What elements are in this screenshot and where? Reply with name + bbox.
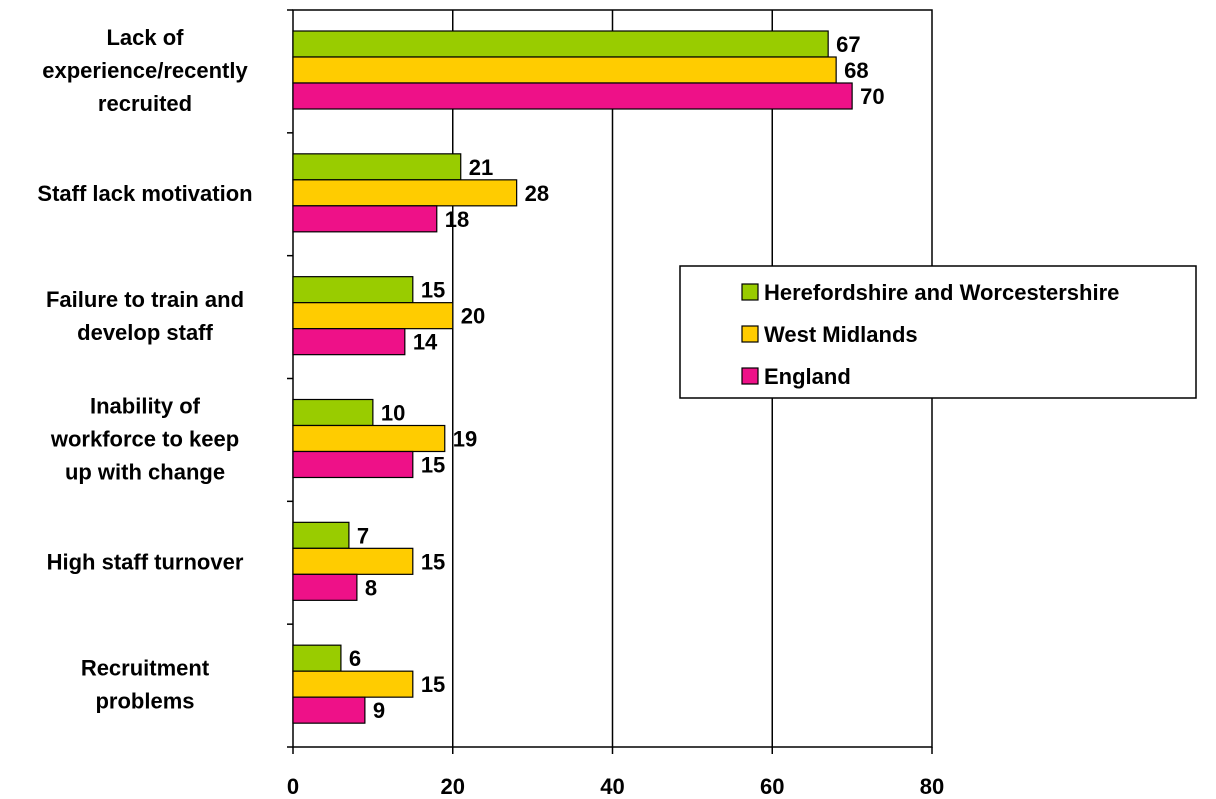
bar <box>292 547 414 575</box>
category-label-line: workforce to keep <box>50 427 239 452</box>
data-label: 15 <box>421 672 445 697</box>
category-label-line: Inability of <box>90 394 201 419</box>
data-label: 70 <box>860 84 884 109</box>
category-label-line: recruited <box>98 91 192 116</box>
bar <box>292 56 837 84</box>
bar <box>292 424 446 453</box>
legend-label: England <box>764 364 851 389</box>
legend-swatch <box>741 283 759 301</box>
data-label: 18 <box>445 207 469 232</box>
category-label: Recruitment problems <box>81 656 210 714</box>
bar <box>292 302 454 330</box>
data-label: 7 <box>357 523 369 548</box>
category-label: Inability of workforce to keep up with cha… <box>50 394 239 485</box>
category-label-line: Failure to train and <box>46 287 244 312</box>
x-tick-label: 20 <box>441 774 465 799</box>
legend-label: West Midlands <box>764 322 918 347</box>
bar <box>292 153 462 181</box>
bar <box>292 30 829 58</box>
legend: Herefordshire and Worcestershire West Mid… <box>679 265 1197 399</box>
data-label: 15 <box>421 453 445 478</box>
legend-label: Herefordshire and Worcestershire <box>764 280 1119 305</box>
bar <box>292 398 374 427</box>
category-label: Failure to train and develop staff <box>46 287 244 345</box>
x-tick-label: 80 <box>920 774 944 799</box>
x-tick-label: 0 <box>287 774 299 799</box>
category-label-line: Lack of <box>106 25 184 50</box>
category-label-line: up with change <box>65 460 225 485</box>
legend-box <box>679 265 1197 399</box>
data-label: 21 <box>469 155 493 180</box>
x-tick-label: 40 <box>600 774 624 799</box>
data-label: 8 <box>365 575 377 600</box>
data-label: 19 <box>453 427 477 452</box>
data-label: 20 <box>461 304 485 329</box>
category-label-line: problems <box>95 689 194 714</box>
category-label: Lack of experience/recently recruited <box>42 25 248 116</box>
data-label: 14 <box>413 330 438 355</box>
bar <box>292 179 518 207</box>
data-label: 6 <box>349 646 361 671</box>
data-label: 28 <box>525 181 549 206</box>
bar <box>292 328 406 356</box>
bar <box>292 696 366 724</box>
x-tick-label: 60 <box>760 774 784 799</box>
bar <box>292 450 414 479</box>
category-label: High staff turnover <box>47 549 244 574</box>
category-label: Staff lack motivation <box>37 181 252 206</box>
category-label-line: High staff turnover <box>47 549 244 574</box>
data-label: 10 <box>381 401 405 426</box>
bar <box>292 670 414 698</box>
data-label: 9 <box>373 698 385 723</box>
data-label: 15 <box>421 278 445 303</box>
bar <box>292 573 358 601</box>
category-label-line: experience/recently <box>42 58 248 83</box>
data-label: 68 <box>844 58 868 83</box>
data-label: 15 <box>421 549 445 574</box>
legend-swatch <box>741 325 759 343</box>
bar <box>292 82 853 110</box>
bar <box>292 521 350 549</box>
bar <box>292 644 342 672</box>
bar <box>292 205 438 233</box>
legend-swatch <box>741 367 759 385</box>
category-label-line: develop staff <box>77 320 213 345</box>
category-label-line: Recruitment <box>81 656 210 681</box>
category-label-line: Staff lack motivation <box>37 181 252 206</box>
bar <box>292 276 414 304</box>
data-label: 67 <box>836 32 860 57</box>
